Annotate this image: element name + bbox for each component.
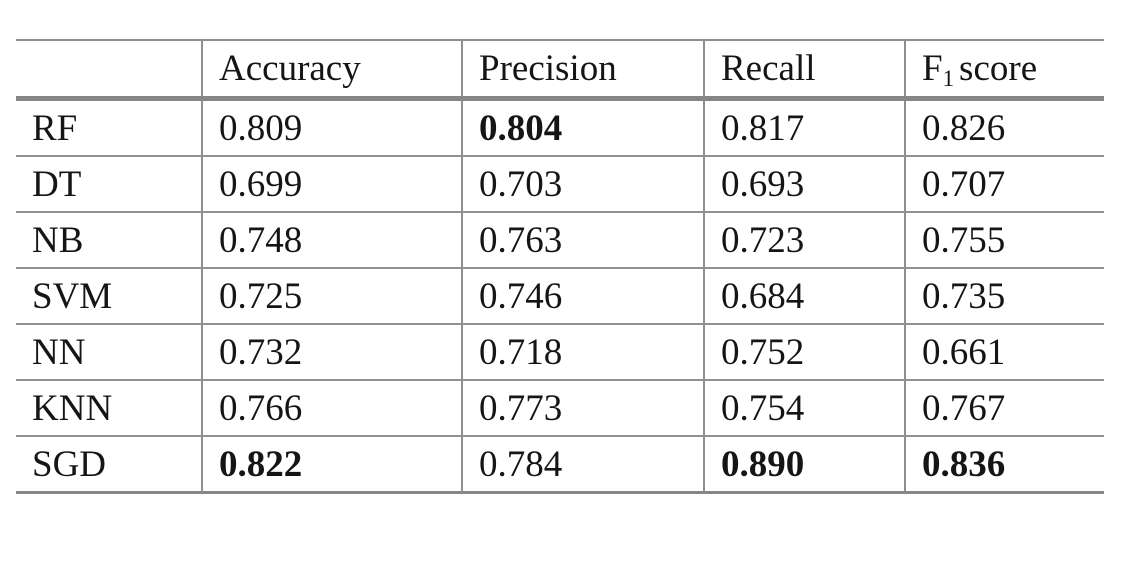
cell-recall: 0.752 bbox=[703, 324, 905, 381]
table-row-nb: NB 0.748 0.763 0.723 0.755 bbox=[16, 212, 1104, 269]
column-header-recall: Recall bbox=[703, 39, 905, 101]
cell-precision: 0.703 bbox=[461, 156, 704, 213]
table-row-knn: KNN 0.766 0.773 0.754 0.767 bbox=[16, 380, 1104, 437]
column-header-precision: Precision bbox=[461, 39, 704, 101]
column-header-accuracy: Accuracy bbox=[201, 39, 462, 101]
cell-f1-score: 0.836 bbox=[904, 436, 1104, 494]
cell-accuracy: 0.732 bbox=[201, 324, 462, 381]
cell-accuracy: 0.809 bbox=[201, 98, 462, 157]
header-row: Accuracy Precision Recall F1 score bbox=[16, 39, 1104, 101]
f1-subscript: 1 bbox=[942, 65, 955, 91]
cell-f1-score: 0.826 bbox=[904, 98, 1104, 157]
row-label: KNN bbox=[16, 380, 202, 437]
row-label: NN bbox=[16, 324, 202, 381]
f1-rest: score bbox=[959, 48, 1038, 89]
cell-f1-score: 0.735 bbox=[904, 268, 1104, 325]
table-row-sgd: SGD 0.822 0.784 0.890 0.836 bbox=[16, 436, 1104, 494]
cell-f1-score: 0.661 bbox=[904, 324, 1104, 381]
cell-accuracy: 0.748 bbox=[201, 212, 462, 269]
cell-recall: 0.693 bbox=[703, 156, 905, 213]
cell-recall: 0.754 bbox=[703, 380, 905, 437]
metrics-table-container: Accuracy Precision Recall F1 score RF 0.8… bbox=[16, 39, 1104, 494]
cell-accuracy: 0.766 bbox=[201, 380, 462, 437]
table-row-dt: DT 0.699 0.703 0.693 0.707 bbox=[16, 156, 1104, 213]
cell-f1-score: 0.755 bbox=[904, 212, 1104, 269]
f1-base: F bbox=[922, 48, 943, 89]
cell-recall: 0.890 bbox=[703, 436, 905, 494]
row-label: RF bbox=[16, 98, 202, 157]
cell-f1-score: 0.707 bbox=[904, 156, 1104, 213]
cell-precision: 0.763 bbox=[461, 212, 704, 269]
cell-accuracy: 0.725 bbox=[201, 268, 462, 325]
row-label: NB bbox=[16, 212, 202, 269]
cell-precision: 0.746 bbox=[461, 268, 704, 325]
table-row-svm: SVM 0.725 0.746 0.684 0.735 bbox=[16, 268, 1104, 325]
cell-recall: 0.684 bbox=[703, 268, 905, 325]
cell-precision: 0.718 bbox=[461, 324, 704, 381]
cell-accuracy: 0.699 bbox=[201, 156, 462, 213]
table-row-rf: RF 0.809 0.804 0.817 0.826 bbox=[16, 98, 1104, 157]
cell-precision: 0.804 bbox=[461, 98, 704, 157]
cell-precision: 0.784 bbox=[461, 436, 704, 494]
metrics-table: Accuracy Precision Recall F1 score RF 0.8… bbox=[16, 39, 1104, 494]
row-label: SVM bbox=[16, 268, 202, 325]
column-header-f1-score: F1 score bbox=[904, 39, 1104, 101]
cell-f1-score: 0.767 bbox=[904, 380, 1104, 437]
table-row-nn: NN 0.732 0.718 0.752 0.661 bbox=[16, 324, 1104, 381]
cell-accuracy: 0.822 bbox=[201, 436, 462, 494]
row-label: DT bbox=[16, 156, 202, 213]
row-label: SGD bbox=[16, 436, 202, 494]
column-header-model bbox=[16, 39, 202, 101]
cell-recall: 0.723 bbox=[703, 212, 905, 269]
cell-precision: 0.773 bbox=[461, 380, 704, 437]
cell-recall: 0.817 bbox=[703, 98, 905, 157]
